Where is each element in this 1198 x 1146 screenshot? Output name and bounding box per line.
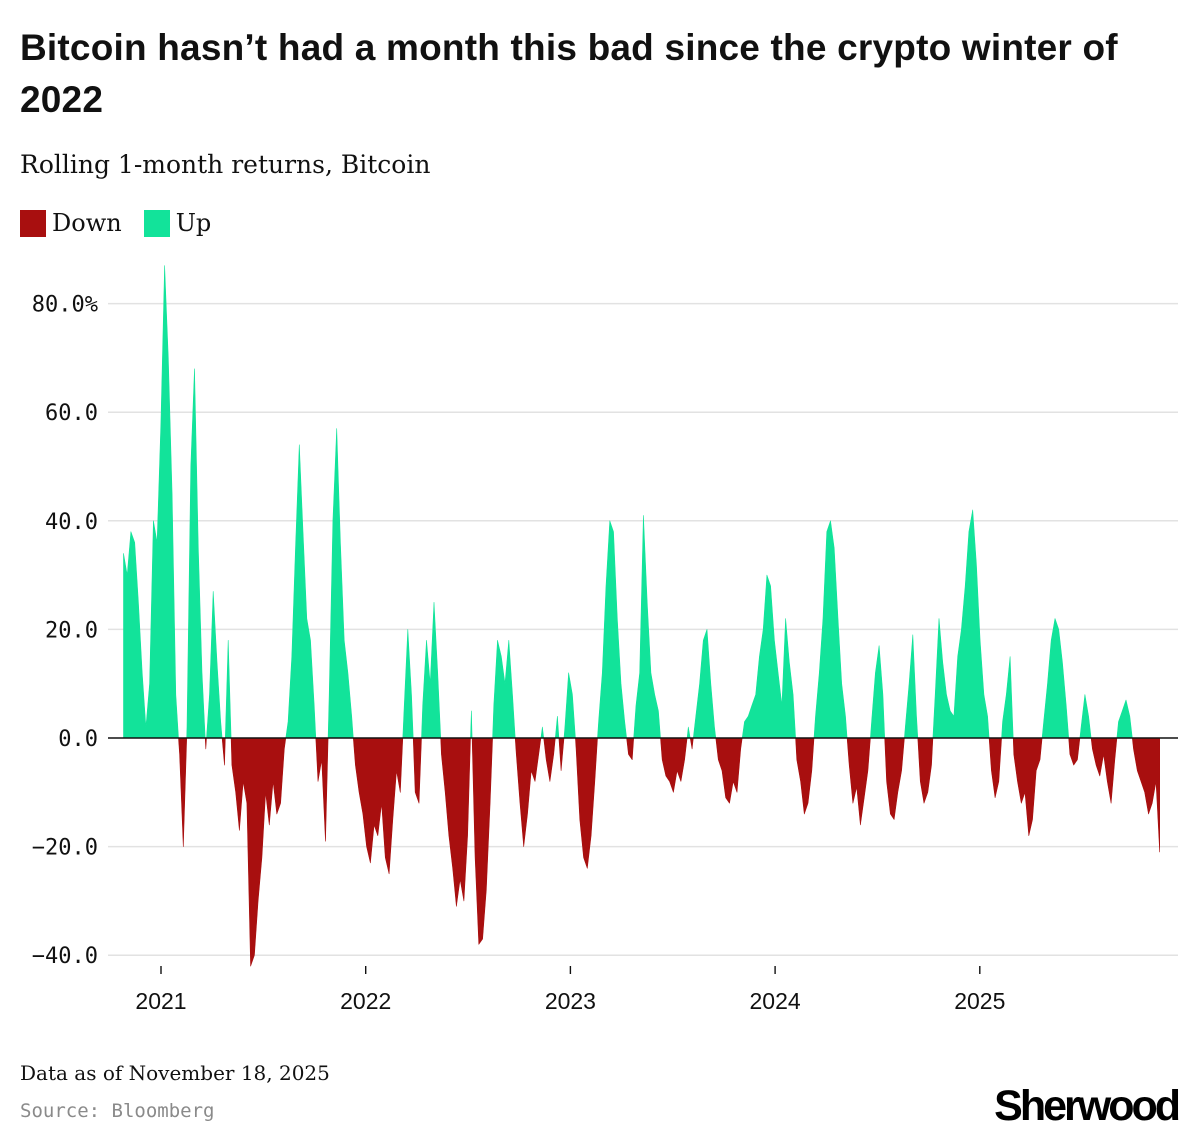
x-tick-label: 2021 (135, 988, 186, 1014)
chart-subtitle: Rolling 1-month returns, Bitcoin (20, 150, 431, 179)
x-tick-label: 2023 (545, 988, 596, 1014)
legend-swatch-up (143, 209, 170, 237)
y-tick-label: 80.0% (32, 293, 98, 318)
legend-label-up: Up (175, 209, 212, 237)
y-tick-label: −40.0 (32, 944, 98, 969)
x-tick-label: 2024 (750, 988, 801, 1014)
legend-label-down: Down (52, 209, 122, 237)
returns-chart: 80.0%60.040.020.00.0−20.0−40.0 2021 2022 2… (32, 265, 1178, 1014)
x-tick-label: 2025 (954, 988, 1005, 1014)
x-axis: 2021 2022 2023 2024 2025 (135, 966, 1005, 1014)
up-area (123, 265, 1133, 739)
y-tick-label: 20.0 (45, 618, 98, 643)
data-date-note: Data as of November 18, 2025 (20, 1061, 330, 1085)
legend: Down Up (20, 209, 233, 237)
y-tick-label: 60.0 (45, 401, 98, 426)
source-note: Source: Bloomberg (20, 1100, 215, 1122)
y-axis: 80.0% 60.0 40.0 20.0 0.0 −20.0 −40.0 (32, 293, 98, 970)
x-tick-label: 2022 (340, 988, 391, 1014)
sherwood-logo: Sherwood (994, 1082, 1181, 1130)
legend-item-down: Down (20, 209, 122, 237)
y-tick-label: 40.0 (45, 510, 98, 535)
chart-title: Bitcoin hasn’t had a month this bad sinc… (20, 27, 1118, 120)
down-area (178, 737, 1160, 967)
legend-item-up: Up (143, 209, 212, 237)
return-areas (123, 265, 1160, 967)
y-tick-label: 0.0 (58, 727, 98, 752)
y-tick-label: −20.0 (32, 836, 98, 861)
legend-swatch-down (20, 209, 46, 237)
